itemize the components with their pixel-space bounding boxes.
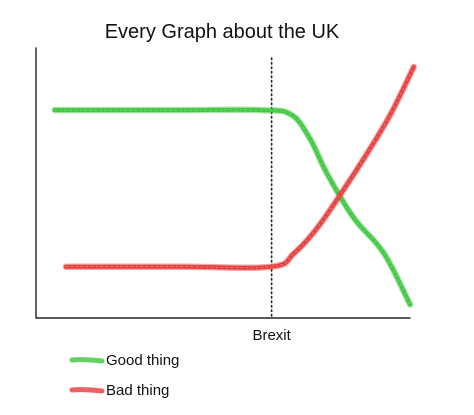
series-line [52, 107, 412, 307]
series-line-halo [51, 106, 414, 308]
legend-item-good-thing: Good thing [69, 352, 179, 369]
series-good-thing [51, 106, 414, 308]
series-line-texture [54, 109, 411, 305]
ticks-layer: Brexit [252, 327, 291, 344]
legend-layer: Good thing Bad thing [69, 352, 179, 399]
series-line [63, 64, 416, 270]
legend-item-bad-thing: Bad thing [69, 382, 169, 399]
chart-title: Every Graph about the UK [105, 21, 340, 43]
legend-swatch [69, 387, 105, 394]
legend-label: Bad thing [106, 382, 169, 399]
x-tick-label-brexit: Brexit [252, 327, 291, 344]
axes-layer [35, 47, 411, 319]
series-bad-thing [62, 63, 417, 272]
series-line-halo [62, 63, 417, 272]
legend-swatch [69, 357, 105, 364]
series-line-texture [65, 66, 415, 269]
legend-label: Good thing [106, 352, 179, 369]
series-layer [51, 63, 417, 308]
